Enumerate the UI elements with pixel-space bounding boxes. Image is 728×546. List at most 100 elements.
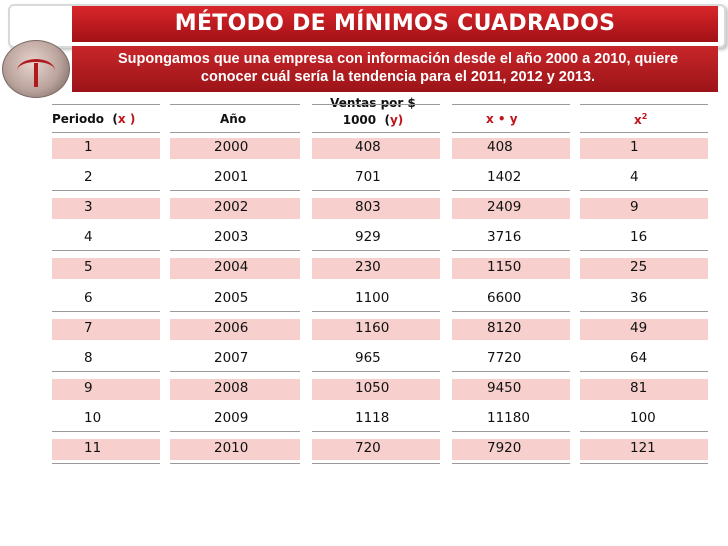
header-rule xyxy=(452,132,570,133)
cell-ventas: 701 xyxy=(355,169,381,186)
cell-periodo: 1 xyxy=(84,139,93,155)
row-band xyxy=(452,198,570,220)
cell-periodo: 5 xyxy=(84,259,93,276)
title-bar xyxy=(72,6,718,42)
row-band xyxy=(580,138,708,159)
row-rule xyxy=(312,430,440,432)
cell-xy: 1402 xyxy=(487,169,522,186)
cell-ventas: 408 xyxy=(355,139,381,155)
cell-anio: 2006 xyxy=(214,319,249,336)
row-band xyxy=(52,378,160,400)
cell-x2: 64 xyxy=(630,349,648,366)
header-rule xyxy=(312,104,440,105)
cell-anio: 2010 xyxy=(214,440,249,456)
cell-x2: 1 xyxy=(630,139,639,155)
header-xy: x • y xyxy=(486,112,518,126)
cell-ventas: 803 xyxy=(355,199,381,216)
cell-periodo: 4 xyxy=(84,229,93,246)
cell-xy: 9450 xyxy=(487,379,522,396)
header-x2: x2 xyxy=(634,112,648,127)
row-rule xyxy=(170,370,300,372)
cell-ventas: 1050 xyxy=(355,379,390,396)
table-bottom-rule xyxy=(170,463,300,465)
row-band xyxy=(52,138,160,159)
row-band xyxy=(170,378,300,400)
cell-xy: 8120 xyxy=(487,319,522,336)
row-rule xyxy=(452,250,570,252)
cell-xy: 2409 xyxy=(487,199,522,216)
intro-line-2: conocer cuál sería la tendencia para el … xyxy=(200,69,596,85)
cell-x2: 36 xyxy=(630,289,648,306)
row-rule xyxy=(452,370,570,372)
table-bottom-rule xyxy=(312,463,440,465)
header-rule xyxy=(452,104,570,105)
cell-anio: 2004 xyxy=(214,259,249,276)
row-band xyxy=(580,198,708,220)
cell-periodo: 2 xyxy=(84,169,93,186)
table-bottom-rule xyxy=(452,463,570,465)
row-band xyxy=(452,439,570,460)
cell-x2: 25 xyxy=(630,259,648,276)
row-rule xyxy=(170,310,300,312)
cell-xy: 6600 xyxy=(487,289,522,306)
cell-xy: 3716 xyxy=(487,229,522,246)
row-band xyxy=(580,439,708,460)
header-rule xyxy=(170,104,300,105)
row-rule xyxy=(52,430,160,432)
row-rule xyxy=(312,250,440,252)
header-rule xyxy=(580,132,708,133)
cell-x2: 49 xyxy=(630,319,648,336)
row-rule xyxy=(452,310,570,312)
intro-text: Supongamos que una empresa con informaci… xyxy=(78,50,718,86)
row-band xyxy=(170,138,300,159)
header-ventas: Ventas por $ 1000 (y) xyxy=(330,96,416,127)
row-rule xyxy=(452,190,570,192)
header-rule xyxy=(52,104,160,105)
row-rule xyxy=(580,250,708,252)
row-rule xyxy=(170,250,300,252)
var-x: x xyxy=(117,112,126,126)
row-rule xyxy=(52,310,160,312)
cell-ventas: 1160 xyxy=(355,319,390,336)
cell-periodo: 7 xyxy=(84,319,93,336)
header-rule xyxy=(580,104,708,105)
row-band xyxy=(452,318,570,340)
row-rule xyxy=(312,310,440,312)
row-rule xyxy=(170,190,300,192)
row-band xyxy=(52,439,160,460)
cell-ventas: 230 xyxy=(355,259,381,276)
row-rule xyxy=(312,190,440,192)
cell-xy: 7720 xyxy=(487,349,522,366)
cell-periodo: 11 xyxy=(84,440,102,456)
row-band xyxy=(580,378,708,400)
row-band xyxy=(52,198,160,220)
row-rule xyxy=(580,190,708,192)
row-band xyxy=(312,318,440,340)
cell-xy: 1150 xyxy=(487,259,522,276)
row-band xyxy=(170,258,300,280)
decorative-badge-icon xyxy=(2,40,70,98)
row-rule xyxy=(580,370,708,372)
header-rule xyxy=(312,132,440,133)
cell-ventas: 965 xyxy=(355,349,381,366)
cell-x2: 81 xyxy=(630,379,648,396)
row-band xyxy=(312,378,440,400)
cell-periodo: 10 xyxy=(84,409,102,426)
row-rule xyxy=(452,430,570,432)
header-rule xyxy=(170,132,300,133)
var-y: y xyxy=(389,113,398,127)
cell-ventas: 1100 xyxy=(355,289,390,306)
table-bottom-rule xyxy=(52,463,160,465)
header-anio: Año xyxy=(220,112,247,126)
cell-anio: 2007 xyxy=(214,349,249,366)
cell-anio: 2005 xyxy=(214,289,249,306)
row-rule xyxy=(580,430,708,432)
intro-line-1: Supongamos que una empresa con informaci… xyxy=(117,51,679,67)
row-band xyxy=(312,439,440,460)
cell-ventas: 720 xyxy=(355,440,381,456)
row-band xyxy=(580,318,708,340)
cell-x2: 4 xyxy=(630,169,639,186)
row-band xyxy=(170,198,300,220)
row-band xyxy=(170,318,300,340)
cell-periodo: 3 xyxy=(84,199,93,216)
